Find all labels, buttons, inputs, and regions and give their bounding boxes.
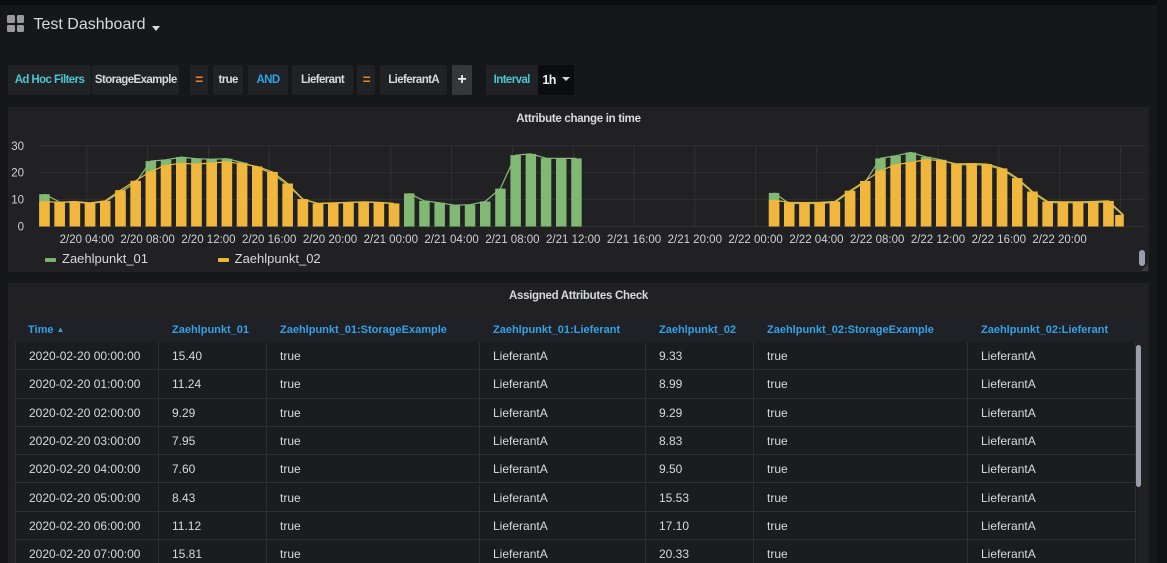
- svg-text:20: 20: [11, 168, 24, 180]
- svg-text:2/20 08:00: 2/20 08:00: [120, 234, 174, 246]
- svg-text:2/20 04:00: 2/20 04:00: [60, 234, 114, 246]
- svg-text:0: 0: [18, 222, 24, 234]
- svg-text:2/22 12:00: 2/22 12:00: [911, 234, 965, 246]
- svg-text:2/20 12:00: 2/20 12:00: [181, 234, 235, 246]
- svg-text:2/21 16:00: 2/21 16:00: [607, 234, 661, 246]
- svg-text:10: 10: [11, 195, 24, 207]
- svg-text:2/22 04:00: 2/22 04:00: [789, 234, 843, 246]
- svg-text:2/22 08:00: 2/22 08:00: [850, 234, 904, 246]
- svg-text:2/21 00:00: 2/21 00:00: [364, 234, 418, 246]
- svg-text:2/21 20:00: 2/21 20:00: [668, 234, 722, 246]
- svg-text:2/22 20:00: 2/22 20:00: [1032, 234, 1086, 246]
- svg-text:2/21 04:00: 2/21 04:00: [424, 234, 478, 246]
- svg-text:2/22 16:00: 2/22 16:00: [972, 234, 1026, 246]
- svg-text:2/22 00:00: 2/22 00:00: [728, 234, 782, 246]
- svg-text:2/20 20:00: 2/20 20:00: [303, 234, 357, 246]
- svg-text:30: 30: [11, 141, 24, 153]
- svg-text:2/21 08:00: 2/21 08:00: [485, 234, 539, 246]
- svg-text:2/21 12:00: 2/21 12:00: [546, 234, 600, 246]
- svg-text:2/20 16:00: 2/20 16:00: [242, 234, 296, 246]
